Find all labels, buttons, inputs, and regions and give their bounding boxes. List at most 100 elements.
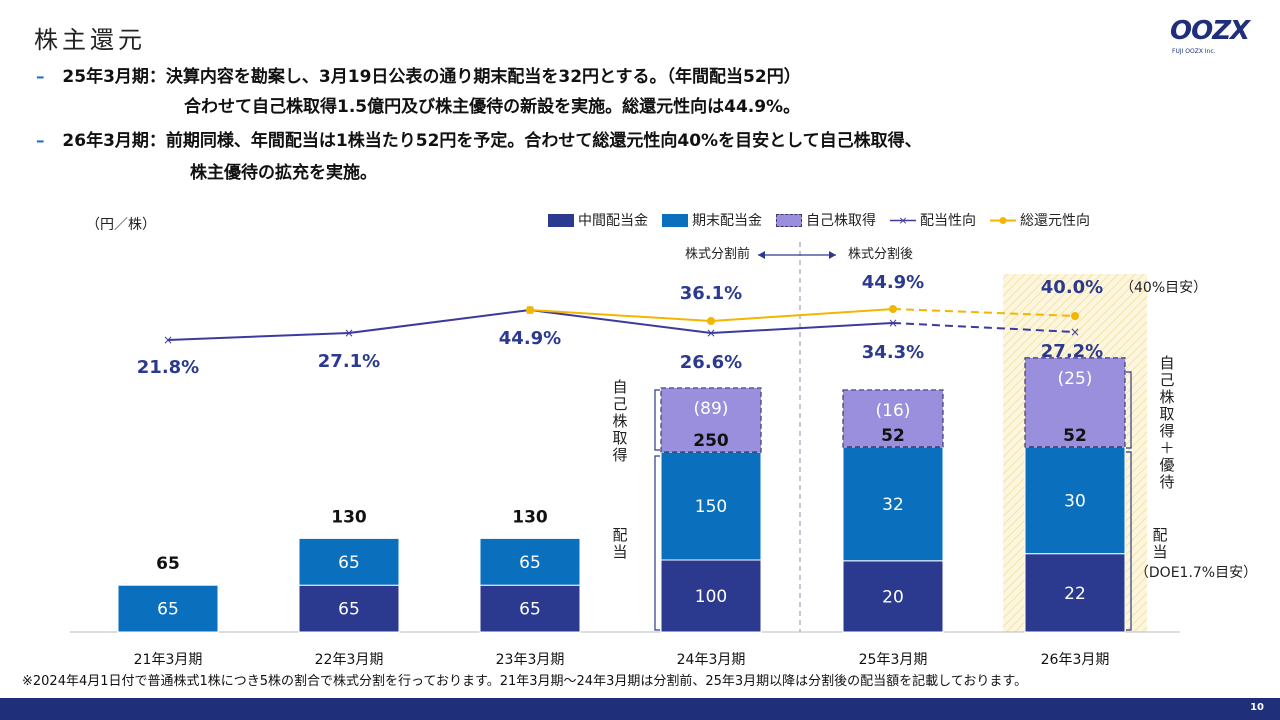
bar-value-label: 65 [519,600,541,620]
left-buyback-label-char: 自 [612,378,627,396]
bar-value-label: 30 [1064,491,1086,511]
footnote: ※2024年4月1日付で普通株式1株につき5株の割合で株式分割を行っております。… [22,674,1028,689]
x-tick-label: 22年3月期 [315,652,384,668]
legend-label-total-return: 総還元性向 [1020,213,1090,229]
bar-segment [842,389,944,448]
bullet-text: 株主優待の拡充を実施。 [190,163,377,183]
footer-bar: 10 [0,698,1280,720]
total-return-line-segment [529,309,712,322]
split-after-label: 株式分割後 [848,246,913,262]
right-buyback-label-char: 得 [1159,422,1174,440]
logo-subtext: FUJI OOZX Inc. [1172,48,1216,55]
right-buyback-label-char: 待 [1159,473,1174,491]
payout-marker: × [1070,325,1080,339]
bar-value-label: 150 [695,497,727,517]
legend-marker-payout: × [890,214,916,227]
bar-segment [1024,446,1126,555]
bullet-item-3: – 26年3月期：前期同様、年間配当は1株当たり52円を予定。合わせて総還元性向… [36,126,922,156]
right-buyback-label-char: 己 [1159,371,1174,389]
bar-value-label: 65 [338,553,360,573]
left-buyback-label-char: 株 [612,412,627,430]
bar-segment [479,537,581,586]
left-dividend-label-char: 当 [612,543,627,561]
legend-label-interim: 中間配当金 [578,213,648,229]
dividend-total-label: 130 [512,507,548,527]
left-bracket-buyback [654,389,660,451]
payout-ratio-label: 26.6% [680,352,742,373]
total-return-marker [707,317,715,325]
bar-value-label: (89) [694,399,729,419]
left-dividend-label-char: 配 [612,526,627,544]
right-bracket-dividend [1126,451,1132,631]
bar-segment [660,451,762,561]
payout-ratio-label: 21.8% [137,357,199,378]
payout-line-segment [710,322,894,334]
chart-legend: 中間配当金 期末配当金 自己株取得 × 配当性向 総還元性向 [548,210,1104,230]
bullet-dash: – [36,131,45,151]
bar-segment [842,446,944,562]
payout-ratio-label: 27.2% [1041,341,1103,362]
dividend-total-label: 52 [881,426,905,446]
left-buyback-label-char: 得 [612,446,627,464]
right-bracket-buyback [1126,371,1132,449]
bar-segment [1024,357,1126,448]
bullet-item-4: 株主優待の拡充を実施。 [190,158,377,188]
right-dividend-label-char: 当 [1152,543,1167,561]
right-buyback-label-char: 取 [1159,405,1174,423]
payout-ratio-label: 44.9% [499,328,561,349]
right-buyback-label-char: 自 [1159,354,1174,372]
bar-segment [479,584,581,633]
payout-line-segment [167,332,350,341]
bar-segment [117,584,219,633]
x-tick-label: 24年3月期 [677,652,746,668]
total-return-line-segment [892,308,1076,317]
total-return-line-segment [710,308,894,322]
left-buyback-label-char: 己 [612,395,627,413]
legend-item-buyback: 自己株取得 [776,210,876,230]
bullet-text: 25年3月期：決算内容を勘案し、3月19日公表の通り期末配当を32円とする。（年… [62,67,801,87]
right-buyback-label-char: 優 [1159,456,1174,474]
legend-swatch-yearend [662,213,688,227]
split-arrow-left [758,251,765,259]
legend-swatch-interim [548,213,574,227]
page-number: 10 [1250,702,1264,713]
dividend-total-label: 65 [156,554,180,574]
bullet-text: 合わせて自己株取得1.5億円及び株主優待の新設を実施。総還元性向は44.9%。 [184,97,801,117]
bullet-dash: – [36,67,45,87]
payout-line-segment [529,309,712,334]
payout-marker: × [344,326,354,340]
x-tick-label: 25年3月期 [859,652,928,668]
dividend-total-label: 52 [1063,426,1087,446]
total-return-marker [1071,312,1079,320]
x-tick-label: 26年3月期 [1041,652,1110,668]
bullet-item-2: 合わせて自己株取得1.5億円及び株主優待の新設を実施。総還元性向は44.9%。 [184,92,800,122]
payout-ratio-label: 34.3% [862,342,924,363]
payout-ratio-label: 27.1% [318,351,380,372]
split-arrow-right [829,251,836,259]
bar-value-label: 100 [695,587,727,607]
bar-value-label: 65 [157,600,179,620]
payout-marker: × [706,326,716,340]
total-return-label: 36.1% [680,283,742,304]
split-before-label: 株式分割前 [685,246,750,262]
bar-value-label: 20 [882,587,904,607]
bar-value-label: 65 [519,553,541,573]
legend-marker-total-return [990,216,1016,224]
svg-text:×: × [898,214,907,227]
bullet-text: 26年3月期：前期同様、年間配当は1株当たり52円を予定。合わせて総還元性向40… [62,131,922,151]
legend-swatch-buyback [776,213,802,227]
bar-segment [298,537,400,586]
x-tick-label: 23年3月期 [496,652,565,668]
legend-item-total-return: 総還元性向 [990,210,1090,230]
payout-line-segment [348,309,531,334]
y-unit-label: （円／株） [86,217,156,233]
total-return-label: 40.0% [1041,277,1103,298]
left-bracket-dividend [654,455,660,631]
bar-value-label: 22 [1064,584,1086,604]
total-return-label: 44.9% [862,272,924,293]
bullet-item-1: – 25年3月期：決算内容を勘案し、3月19日公表の通り期末配当を32円とする。… [36,62,801,92]
legend-label-yearend: 期末配当金 [692,213,762,229]
bar-segment [1024,553,1126,633]
page-title: 株主還元 [34,26,146,54]
